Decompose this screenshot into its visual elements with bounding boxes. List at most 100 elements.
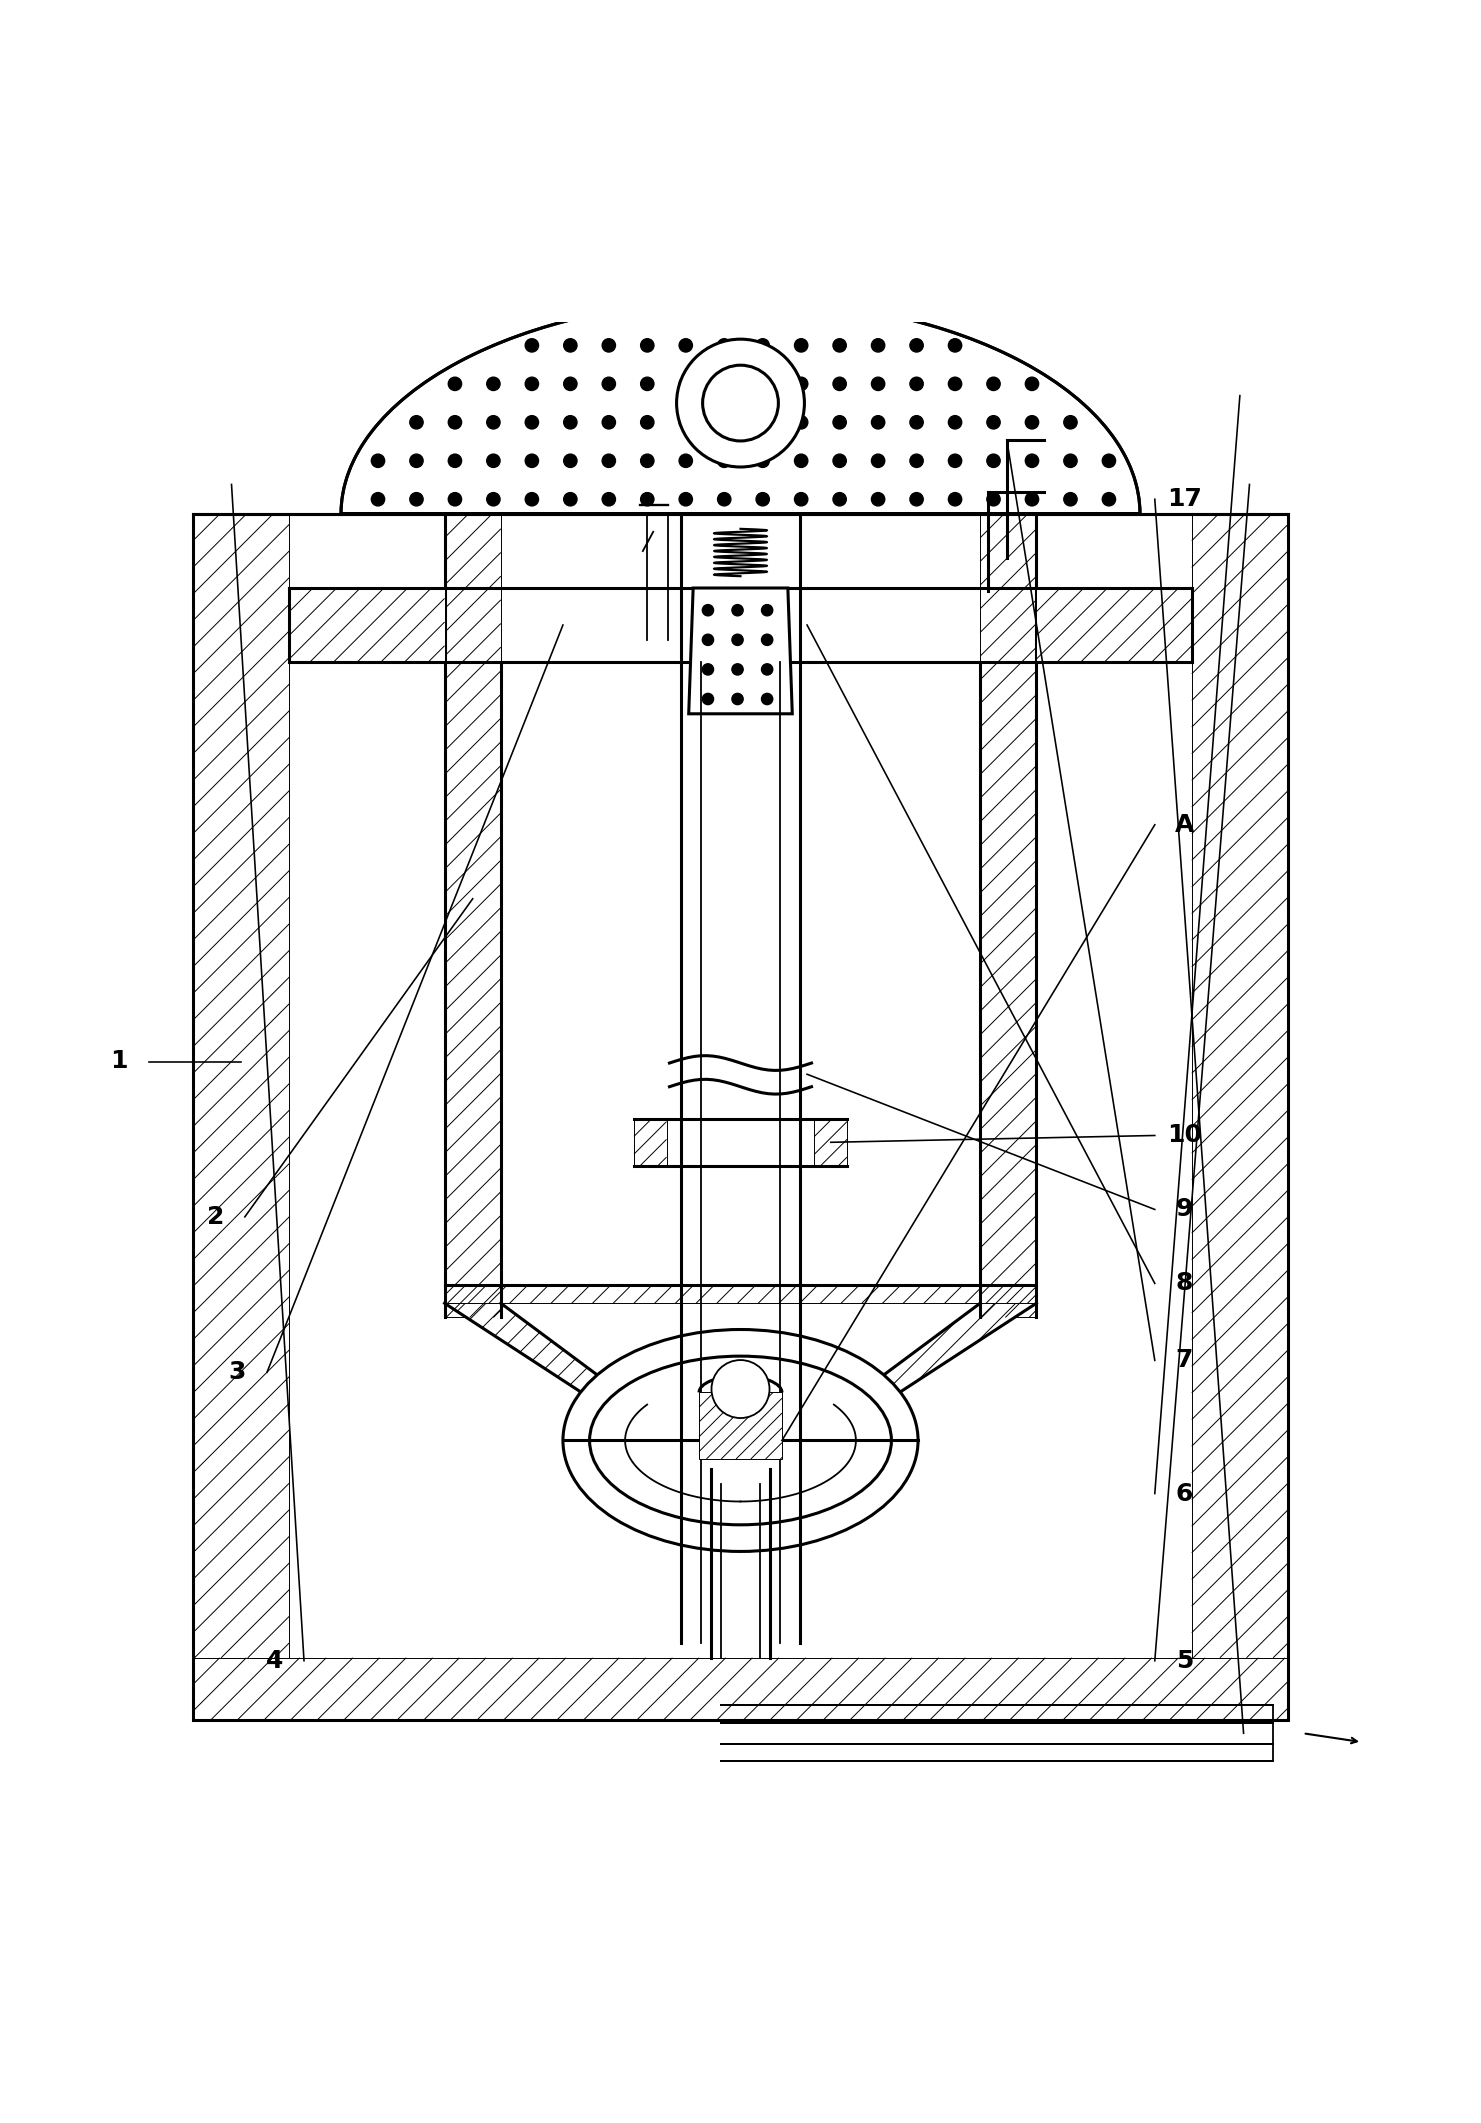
Circle shape [794,454,807,467]
Circle shape [702,664,714,675]
Circle shape [702,365,779,442]
Circle shape [986,416,1000,429]
Circle shape [832,493,846,505]
Bar [674,514,807,1658]
Circle shape [832,378,846,391]
Circle shape [1063,416,1077,429]
Polygon shape [341,299,1140,514]
Circle shape [1063,454,1077,467]
Circle shape [1102,493,1115,505]
Circle shape [564,454,578,467]
Circle shape [564,378,578,391]
Circle shape [680,416,693,429]
Text: 2: 2 [206,1206,224,1229]
Polygon shape [815,1119,847,1166]
Circle shape [526,493,539,505]
Circle shape [702,605,714,616]
Circle shape [449,378,462,391]
Circle shape [449,454,462,467]
Circle shape [755,416,769,429]
Polygon shape [634,1119,666,1166]
Circle shape [732,664,743,675]
Polygon shape [193,1658,1288,1720]
Ellipse shape [563,1329,918,1552]
Circle shape [871,340,884,352]
Circle shape [794,340,807,352]
Circle shape [564,416,578,429]
Circle shape [794,416,807,429]
Circle shape [1102,454,1115,467]
Text: 7: 7 [1176,1348,1194,1371]
Text: 8: 8 [1176,1272,1194,1295]
Circle shape [410,493,424,505]
Text: 17: 17 [1167,488,1201,512]
Circle shape [711,1361,770,1418]
Circle shape [909,493,923,505]
Circle shape [449,493,462,505]
Circle shape [732,694,743,705]
Circle shape [986,454,1000,467]
Circle shape [948,493,961,505]
Circle shape [948,454,961,467]
Text: 10: 10 [1167,1123,1203,1146]
Circle shape [603,416,616,429]
Circle shape [761,694,773,705]
Circle shape [680,454,693,467]
Polygon shape [444,1304,714,1469]
Circle shape [732,635,743,645]
Circle shape [871,454,884,467]
Circle shape [526,340,539,352]
Circle shape [641,454,655,467]
Circle shape [372,493,385,505]
Circle shape [372,454,385,467]
Text: 6: 6 [1176,1482,1194,1505]
Circle shape [909,340,923,352]
Bar [289,514,1192,1658]
Circle shape [948,416,961,429]
Circle shape [761,635,773,645]
Circle shape [755,454,769,467]
Circle shape [410,454,424,467]
Circle shape [718,378,732,391]
Circle shape [718,493,732,505]
Text: 4: 4 [265,1650,283,1673]
Circle shape [680,340,693,352]
Circle shape [680,493,693,505]
Circle shape [680,378,693,391]
Text: 5: 5 [1176,1650,1194,1673]
Circle shape [1025,454,1038,467]
Circle shape [909,416,923,429]
Circle shape [1025,493,1038,505]
Text: 1: 1 [110,1049,127,1074]
Circle shape [761,605,773,616]
Circle shape [641,493,655,505]
Circle shape [603,493,616,505]
Polygon shape [767,1304,1037,1469]
Circle shape [1025,416,1038,429]
Circle shape [564,340,578,352]
Circle shape [487,454,501,467]
Circle shape [948,340,961,352]
Circle shape [832,454,846,467]
Polygon shape [444,514,501,1318]
Circle shape [909,454,923,467]
Circle shape [794,493,807,505]
Circle shape [871,493,884,505]
Circle shape [487,493,501,505]
Circle shape [871,378,884,391]
Polygon shape [193,514,289,1658]
Circle shape [487,378,501,391]
Circle shape [603,378,616,391]
Circle shape [732,605,743,616]
Circle shape [832,416,846,429]
Circle shape [702,694,714,705]
Circle shape [794,378,807,391]
Circle shape [755,378,769,391]
Circle shape [909,378,923,391]
Circle shape [526,454,539,467]
Text: 9: 9 [1176,1197,1194,1221]
Circle shape [449,416,462,429]
Polygon shape [444,1284,1037,1304]
Circle shape [986,378,1000,391]
Polygon shape [699,1393,782,1459]
